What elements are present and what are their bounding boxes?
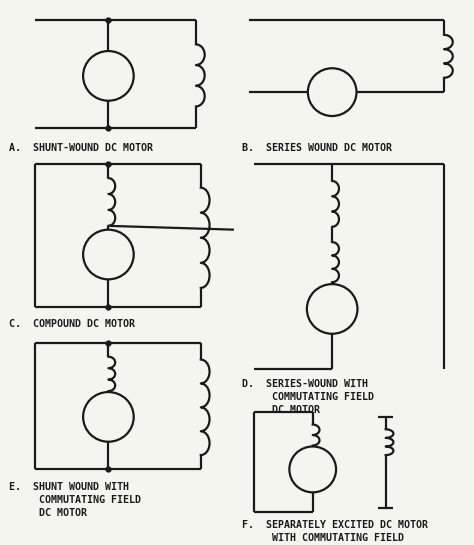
Text: F.  SEPARATELY EXCITED DC MOTOR
     WITH COMMUTATING FIELD: F. SEPARATELY EXCITED DC MOTOR WITH COMM… [242,520,428,543]
Text: A.  SHUNT-WOUND DC MOTOR: A. SHUNT-WOUND DC MOTOR [9,143,153,153]
Text: E.  SHUNT WOUND WITH
     COMMUTATING FIELD
     DC MOTOR: E. SHUNT WOUND WITH COMMUTATING FIELD DC… [9,482,141,518]
Text: B.  SERIES WOUND DC MOTOR: B. SERIES WOUND DC MOTOR [242,143,392,153]
Text: C.  COMPOUND DC MOTOR: C. COMPOUND DC MOTOR [9,319,135,330]
Text: D.  SERIES-WOUND WITH
     COMMUTATING FIELD
     DC MOTOR: D. SERIES-WOUND WITH COMMUTATING FIELD D… [242,379,374,415]
